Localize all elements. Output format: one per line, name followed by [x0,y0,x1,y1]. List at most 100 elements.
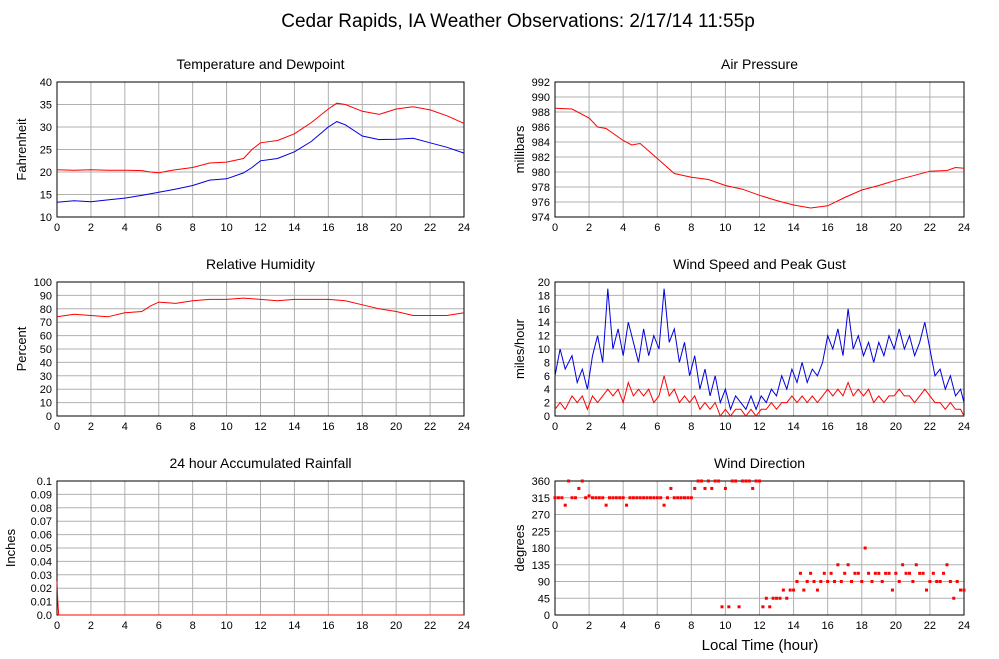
x-tick-label: 0 [54,421,60,433]
x-tick-label: 24 [958,620,970,632]
series-line [554,375,965,418]
data-point [962,588,966,592]
series-line [554,288,965,411]
data-point [608,496,612,500]
y-tick-label: 90 [40,290,52,302]
data-point [870,580,874,583]
x-tick-label: 22 [424,620,436,632]
x-tick-label: 0 [552,421,558,433]
page-title: Cedar Rapids, IA Weather Observations: 2… [281,11,755,32]
y-tick-label: 100 [34,277,52,289]
x-tick-label: 18 [356,620,368,632]
y-axis-label: degrees [512,524,527,571]
data-point [604,503,608,507]
data-point [931,571,935,575]
data-point [867,571,871,575]
x-tick-label: 16 [322,222,334,234]
data-point [696,479,700,483]
data-point [662,503,666,507]
y-tick-label: 35 [40,100,52,112]
chart-title: Air Pressure [721,56,798,72]
x-tick-label: 10 [220,421,232,433]
data-point [693,486,697,490]
y-tick-label: 14 [538,317,550,329]
x-tick-label: 14 [787,421,799,433]
x-tick-label: 12 [753,222,765,234]
data-point [597,496,601,500]
data-point [802,588,806,592]
series-line [554,107,965,209]
y-tick-label: 15 [40,190,52,202]
x-tick-label: 14 [288,222,300,234]
data-point [928,580,932,583]
y-tick-label: 90 [538,577,550,589]
x-tick-label: 14 [787,620,799,632]
data-point [788,588,792,592]
y-tick-label: 0.09 [31,489,52,501]
data-point [887,571,891,575]
data-point [659,496,663,500]
x-tick-label: 4 [620,222,626,234]
data-point [843,571,847,575]
data-point [778,596,782,600]
data-point [570,496,574,500]
data-point [710,486,714,490]
x-tick-label: 4 [620,620,626,632]
y-tick-label: 2 [544,398,550,410]
data-point [914,563,918,567]
y-tick-label: 980 [532,167,550,179]
x-tick-label: 20 [390,222,402,234]
y-tick-label: 0.03 [31,570,52,582]
y-tick-label: 10 [40,212,52,224]
data-point [751,486,755,490]
plot-frame [56,281,465,417]
data-point [812,580,816,583]
x-tick-label: 14 [288,620,300,632]
x-tick-label: 0 [552,620,558,632]
y-tick-label: 25 [40,145,52,157]
y-tick-label: 0.01 [31,597,52,609]
x-tick-label: 16 [322,421,334,433]
x-tick-label: 12 [753,620,765,632]
data-point [638,496,642,500]
data-point [764,596,768,600]
data-point [771,596,775,600]
pressure-chart: 0 2 4 6 8 10 12 14 16 18 20 22 249749769789809829849… [512,56,970,234]
y-tick-label: 0.07 [31,516,52,528]
y-tick-label: 80 [40,304,52,316]
chart-title: Wind Direction [714,455,805,471]
data-point [761,605,765,609]
y-tick-label: 30 [40,122,52,134]
x-tick-label: 12 [753,421,765,433]
x-tick-label: 2 [586,222,592,234]
data-point [948,580,952,583]
data-point [700,479,704,483]
y-axis-label: Inches [3,528,18,567]
data-point [758,479,761,483]
y-tick-label: 40 [40,77,52,89]
data-point [655,496,659,500]
wind-chart: 0 2 4 6 8 10 12 14 16 18 20 22 2402468101214161820Wi… [512,256,970,433]
y-tick-label: 988 [532,107,550,119]
y-tick-label: 990 [532,92,550,104]
x-tick-label: 8 [190,421,196,433]
x-tick-label: 0 [54,620,60,632]
data-point [577,486,581,490]
data-point [590,496,594,500]
x-tick-label: 16 [822,620,834,632]
data-point [584,496,588,500]
data-point [805,580,809,583]
y-tick-label: 12 [538,331,550,343]
x-tick-label: 18 [856,620,868,632]
data-point [573,496,577,500]
y-tick-label: 974 [532,212,550,224]
y-tick-label: 0.08 [31,503,52,515]
y-tick-label: 0.05 [31,543,52,555]
x-tick-label: 12 [254,421,266,433]
data-point [839,580,843,583]
data-point [877,571,881,575]
x-tick-label: 22 [924,222,936,234]
data-point [850,580,854,583]
data-point [676,496,680,500]
